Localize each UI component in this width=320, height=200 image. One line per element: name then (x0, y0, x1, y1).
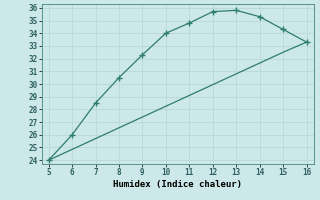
X-axis label: Humidex (Indice chaleur): Humidex (Indice chaleur) (113, 180, 242, 189)
